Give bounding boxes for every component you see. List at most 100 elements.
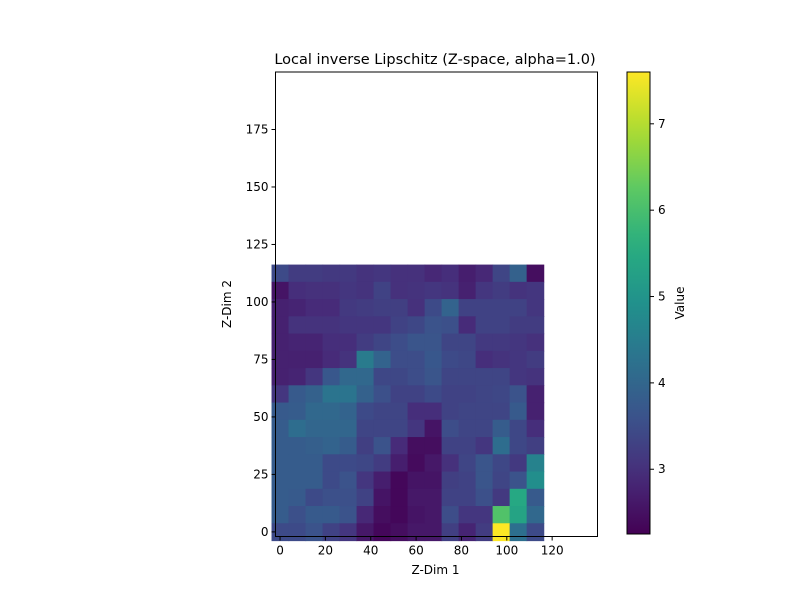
heatmap-cells	[271, 264, 545, 542]
heatmap-cell	[373, 316, 392, 335]
heatmap-cell	[356, 523, 375, 542]
heatmap-cell	[390, 488, 409, 507]
x-tick-label: 100	[495, 544, 518, 558]
heatmap-cell	[271, 316, 290, 335]
heatmap-cell	[407, 299, 426, 317]
heatmap-cell	[373, 299, 392, 317]
heatmap-cell	[509, 471, 528, 490]
heatmap-cell	[424, 368, 443, 386]
heatmap-cell	[322, 316, 341, 335]
heatmap-cell	[492, 299, 511, 317]
heatmap-cell	[339, 437, 358, 455]
y-tick-label: 0	[261, 525, 269, 539]
heatmap-cell	[492, 385, 511, 404]
colorbar-axis: 3 4 5 6 7	[650, 117, 666, 476]
heatmap-cell	[424, 385, 443, 404]
heatmap-cell	[390, 299, 409, 317]
heatmap-cell	[424, 454, 443, 473]
y-axis-label: Z-Dim 2	[220, 280, 234, 328]
heatmap-cell	[339, 333, 358, 352]
heatmap-cell	[390, 264, 409, 283]
heatmap-cell	[424, 264, 443, 283]
heatmap-cell	[475, 402, 494, 421]
heatmap-cell	[271, 264, 290, 283]
heatmap-cell	[271, 506, 290, 524]
heatmap-cell	[373, 437, 392, 455]
heatmap-cell	[407, 368, 426, 386]
heatmap-cell	[373, 454, 392, 473]
heatmap-cell	[322, 454, 341, 473]
heatmap-cell	[407, 506, 426, 524]
heatmap-cell	[390, 281, 409, 300]
heatmap-cell	[441, 264, 460, 283]
heatmap-cell	[373, 385, 392, 404]
heatmap-cell	[305, 368, 324, 386]
heatmap-cell	[305, 471, 324, 490]
heatmap-cell	[288, 523, 307, 542]
heatmap-cell	[339, 419, 358, 438]
heatmap-cell	[407, 350, 426, 369]
heatmap-cell	[509, 385, 528, 404]
heatmap-cell	[424, 523, 443, 542]
heatmap-cell	[271, 402, 290, 421]
x-tick-label: 40	[363, 544, 378, 558]
heatmap-cell	[305, 523, 324, 542]
heatmap-cell	[271, 368, 290, 386]
x-tick-label: 80	[454, 544, 469, 558]
heatmap-cell	[526, 506, 545, 524]
heatmap-cell	[526, 488, 545, 507]
heatmap-cell	[441, 316, 460, 335]
heatmap-cell	[390, 454, 409, 473]
x-tick-label: 0	[276, 544, 284, 558]
heatmap-cell	[356, 281, 375, 300]
heatmap-cell	[373, 333, 392, 352]
heatmap-cell	[509, 402, 528, 421]
heatmap-cell	[458, 333, 477, 352]
heatmap-cell	[305, 350, 324, 369]
heatmap-cell	[356, 316, 375, 335]
heatmap-cell	[373, 471, 392, 490]
heatmap-cell	[475, 419, 494, 438]
chart-title: Local inverse Lipschitz (Z-space, alpha=…	[274, 52, 595, 68]
heatmap-cell	[407, 471, 426, 490]
heatmap-cell	[509, 437, 528, 455]
heatmap-cell	[526, 316, 545, 335]
heatmap-cell	[339, 454, 358, 473]
x-tick-label: 20	[318, 544, 333, 558]
heatmap-cell	[424, 281, 443, 300]
heatmap-cell	[339, 264, 358, 283]
y-tick-label: 125	[246, 237, 269, 251]
heatmap-cell	[492, 488, 511, 507]
heatmap-cell	[305, 264, 324, 283]
colorbar-label: Value	[673, 287, 687, 320]
heatmap-cell	[407, 419, 426, 438]
heatmap-cell	[407, 488, 426, 507]
heatmap-cell	[424, 506, 443, 524]
heatmap-cell	[356, 368, 375, 386]
heatmap-cell	[339, 316, 358, 335]
heatmap-cell	[526, 368, 545, 386]
heatmap-cell	[441, 299, 460, 317]
colorbar-tick-label: 3	[658, 462, 666, 476]
heatmap-cell	[458, 506, 477, 524]
heatmap-cell	[305, 437, 324, 455]
heatmap-cell	[492, 350, 511, 369]
heatmap-cell	[271, 454, 290, 473]
heatmap-cell	[526, 299, 545, 317]
heatmap-cell	[509, 488, 528, 507]
heatmap-cell	[407, 264, 426, 283]
x-axis-label: Z-Dim 1	[411, 563, 459, 577]
heatmap-cell	[271, 281, 290, 300]
heatmap-cell	[492, 316, 511, 335]
heatmap-cell	[441, 437, 460, 455]
colorbar	[626, 71, 651, 535]
colorbar-tick-label: 6	[658, 203, 666, 217]
heatmap-cell	[407, 281, 426, 300]
heatmap-cell	[322, 264, 341, 283]
heatmap-cell	[424, 471, 443, 490]
heatmap-cell	[424, 333, 443, 352]
heatmap-cell	[390, 419, 409, 438]
heatmap-cell	[492, 368, 511, 386]
heatmap-cell	[475, 523, 494, 542]
heatmap-cell	[509, 419, 528, 438]
